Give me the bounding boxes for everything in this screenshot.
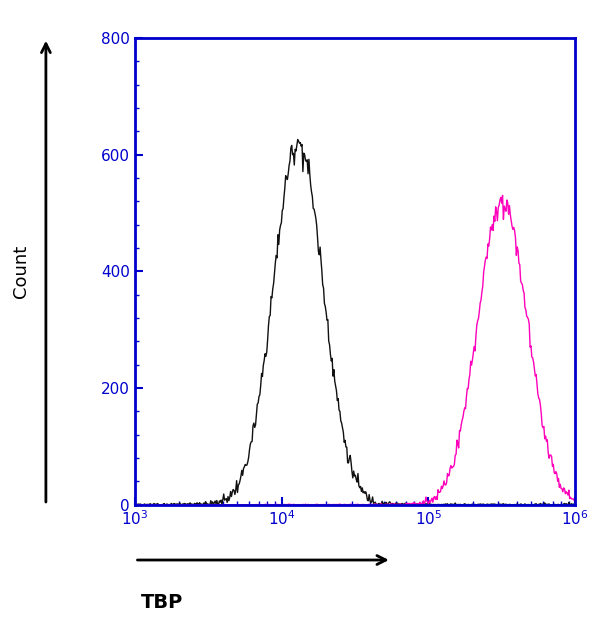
Text: TBP: TBP (141, 593, 184, 612)
Text: Count: Count (12, 245, 31, 298)
